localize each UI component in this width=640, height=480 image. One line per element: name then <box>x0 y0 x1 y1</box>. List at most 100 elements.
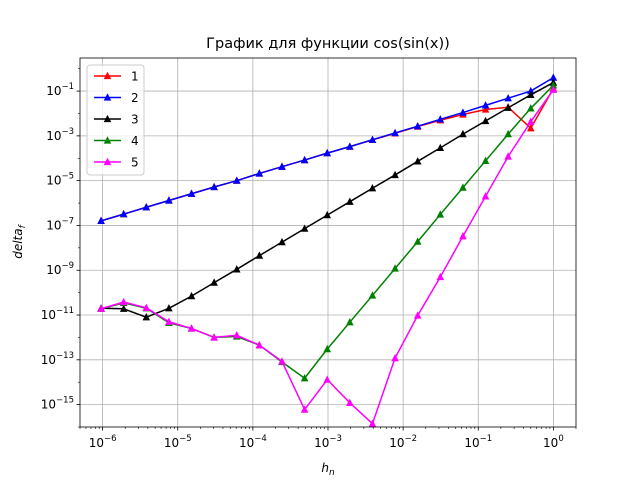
data-point <box>481 101 490 109</box>
data-point <box>97 216 105 225</box>
x-tick-label: 10−3 <box>314 434 342 450</box>
data-point <box>323 148 332 157</box>
data-point <box>436 143 445 152</box>
y-axis-ticks: 10−15 10−13 10−11 10−9 10−7 10−5 10−3 10−1 <box>41 68 80 428</box>
x-tick-label: 10−2 <box>389 434 417 450</box>
x-tick-label: 10−4 <box>239 434 267 450</box>
data-point <box>526 104 535 112</box>
data-point <box>255 340 264 349</box>
data-point <box>413 157 422 165</box>
legend-box <box>86 64 145 176</box>
data-point <box>119 304 128 312</box>
data-point <box>368 184 377 192</box>
data-point <box>459 232 467 240</box>
data-point <box>165 317 173 325</box>
data-point <box>391 170 399 179</box>
data-point <box>210 182 218 191</box>
y-axis-label: deltaf <box>11 223 28 258</box>
series-2 <box>97 73 558 225</box>
data-point <box>346 142 354 150</box>
data-point <box>481 116 490 125</box>
data-point <box>119 297 128 306</box>
legend-item: 2 <box>94 91 139 105</box>
y-tick-label: 10−1 <box>46 82 74 98</box>
data-point <box>142 312 151 321</box>
data-point <box>459 129 467 138</box>
legend-item: 1 <box>94 70 139 84</box>
legend: 1 2 3 4 5 <box>86 64 145 176</box>
data-point <box>459 183 467 191</box>
y-tick-label: 10−11 <box>41 306 74 322</box>
legend-label: 5 <box>131 156 139 170</box>
y-tick-label: 10−13 <box>41 351 74 367</box>
data-point <box>526 86 535 95</box>
data-point <box>526 90 535 98</box>
legend-marker <box>103 114 112 123</box>
data-point <box>391 128 399 137</box>
y-tick-label: 10−3 <box>46 127 74 143</box>
data-point <box>459 108 467 116</box>
data-point <box>300 405 309 413</box>
data-point <box>278 357 286 365</box>
data-point <box>504 129 512 138</box>
data-point <box>187 189 196 197</box>
x-tick-label: 10−5 <box>164 434 192 450</box>
data-point <box>413 311 422 319</box>
legend-marker <box>103 157 112 166</box>
legend-label: 3 <box>131 113 139 127</box>
legend-item: 4 <box>94 134 139 148</box>
x-tick-label: 100 <box>543 434 564 450</box>
data-point <box>368 291 377 299</box>
data-point <box>210 333 218 341</box>
data-point <box>526 124 535 132</box>
data-point <box>504 94 512 102</box>
data-point <box>436 115 445 123</box>
x-tick-label: 10−6 <box>89 434 117 450</box>
series-3 <box>97 78 558 321</box>
data-point <box>300 374 309 382</box>
grid <box>80 58 576 427</box>
y-tick-label: 10−7 <box>46 216 74 232</box>
y-tick-label: 10−5 <box>46 172 74 188</box>
data-point <box>526 117 535 125</box>
data-point <box>97 304 105 312</box>
data-point <box>165 196 173 204</box>
legend-label: 2 <box>131 91 139 105</box>
data-point <box>549 85 558 93</box>
data-point <box>323 210 332 219</box>
data-point <box>255 169 264 177</box>
data-point <box>323 344 332 353</box>
data-point <box>346 197 354 205</box>
x-tick-label: 10−1 <box>464 434 492 450</box>
data-point <box>368 135 377 143</box>
data-point <box>413 237 422 245</box>
series-5 <box>97 85 558 427</box>
data-point <box>436 272 445 281</box>
data-point <box>549 73 558 81</box>
data-point <box>481 156 490 164</box>
legend-marker <box>103 71 112 80</box>
data-point <box>391 264 399 272</box>
data-point <box>232 331 241 339</box>
legend-item: 3 <box>94 113 139 127</box>
legend-label: 1 <box>131 70 139 84</box>
chart-title: График для функции cos(sin(x)) <box>206 36 450 52</box>
data-point <box>165 304 173 312</box>
data-point <box>300 155 309 164</box>
data-point <box>481 105 490 113</box>
legend-marker <box>103 136 112 144</box>
series-layer <box>97 73 558 427</box>
data-point <box>142 303 151 311</box>
data-point <box>481 192 490 200</box>
data-point <box>232 265 241 273</box>
data-point <box>142 203 151 211</box>
data-point <box>187 291 196 300</box>
y-tick-label: 10−15 <box>41 396 74 412</box>
data-point <box>504 152 512 160</box>
data-point <box>187 324 196 332</box>
data-point <box>300 224 309 232</box>
legend-marker <box>103 93 112 101</box>
data-point <box>549 81 558 89</box>
data-point <box>255 251 264 259</box>
